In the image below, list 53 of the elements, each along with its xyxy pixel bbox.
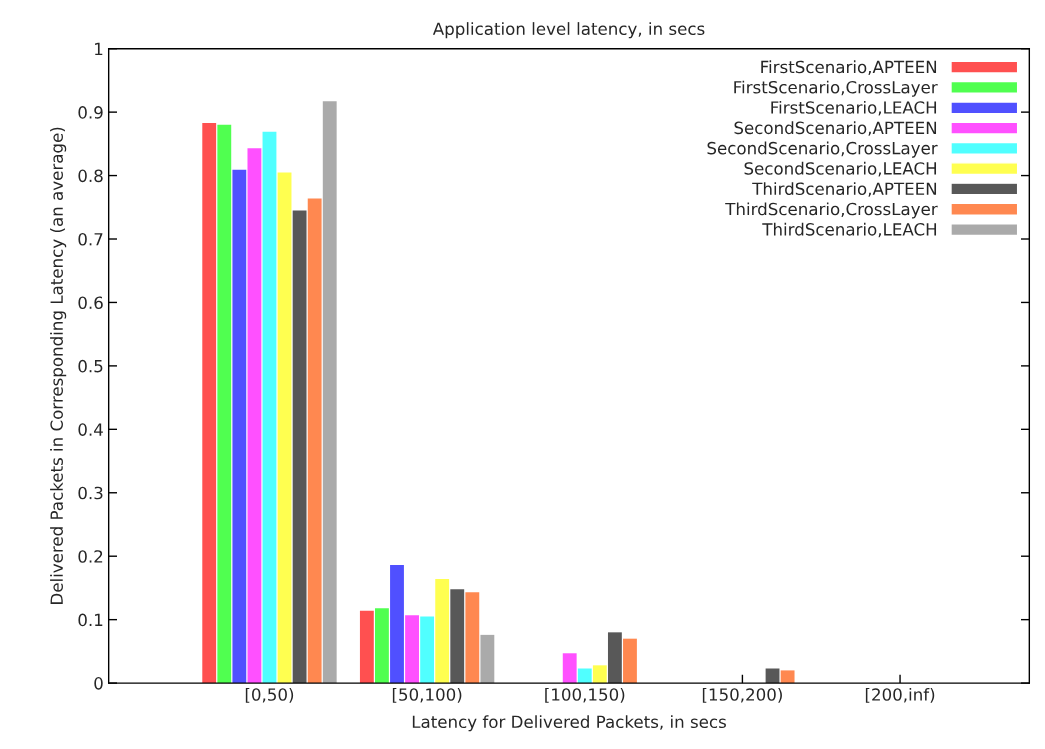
bar [359,610,374,684]
legend-label: ThirdScenario,CrossLayer [725,202,938,219]
x-axis-title: Latency for Delivered Packets, in secs [412,715,726,732]
legend-label: FirstScenario,LEACH [771,100,937,116]
y-tick-label: 0.7 [78,232,103,246]
y-tick-label: 0.8 [78,169,103,183]
x-tick-label: [150,200) [702,687,782,703]
bar [390,565,404,684]
legend-label: ThirdScenario,LEACH [762,222,937,238]
x-tick-label: [200,inf) [865,687,935,703]
bar [247,148,262,684]
bar [232,169,247,684]
legend-label: SecondScenario,APTEEN [734,121,937,136]
legend-label: FirstScenario,APTEEN [761,60,937,75]
bar [592,665,607,684]
y-tick-label: 0.4 [78,423,103,436]
y-axis-title: Delivered Packets in Corresponding Latency (an average) [50,127,67,604]
bar [307,198,322,684]
bar [465,592,480,684]
bar [607,632,622,684]
legend-label: SecondScenario,LEACH [744,161,937,177]
bar [277,172,292,684]
bar [623,638,637,684]
bar [765,668,780,684]
x-tick-label: [100,150) [545,687,625,703]
legend-label: FirstScenario,CrossLayer [734,80,938,97]
bar [262,131,277,684]
bar [405,615,419,684]
bar [562,653,577,684]
bar [202,122,217,684]
chart-title: Application level latency, in secs [432,22,705,39]
y-tick-label: 0.2 [78,550,103,563]
bar [450,589,465,684]
y-tick-label: 0.6 [78,296,103,310]
bar [435,579,450,684]
y-tick-label: 0 [94,677,103,690]
y-tick-label: 0.5 [78,359,103,373]
bar [420,616,435,684]
bar [480,634,495,684]
bar [780,670,795,684]
legend-label: SecondScenario,CrossLayer [707,141,938,158]
x-tick-label: [50,100) [392,687,462,703]
legend-label: ThirdScenario,APTEEN [752,182,937,197]
y-tick-label: 0.1 [78,613,103,627]
bar [217,124,232,684]
bar [322,101,337,684]
bar [577,668,592,684]
x-tick-label: [0,50) [245,687,294,703]
bar [375,608,389,684]
y-tick-label: 0.9 [78,106,103,119]
bar [292,210,307,684]
y-tick-label: 0.3 [78,486,103,500]
y-tick-label: 1 [95,42,103,56]
